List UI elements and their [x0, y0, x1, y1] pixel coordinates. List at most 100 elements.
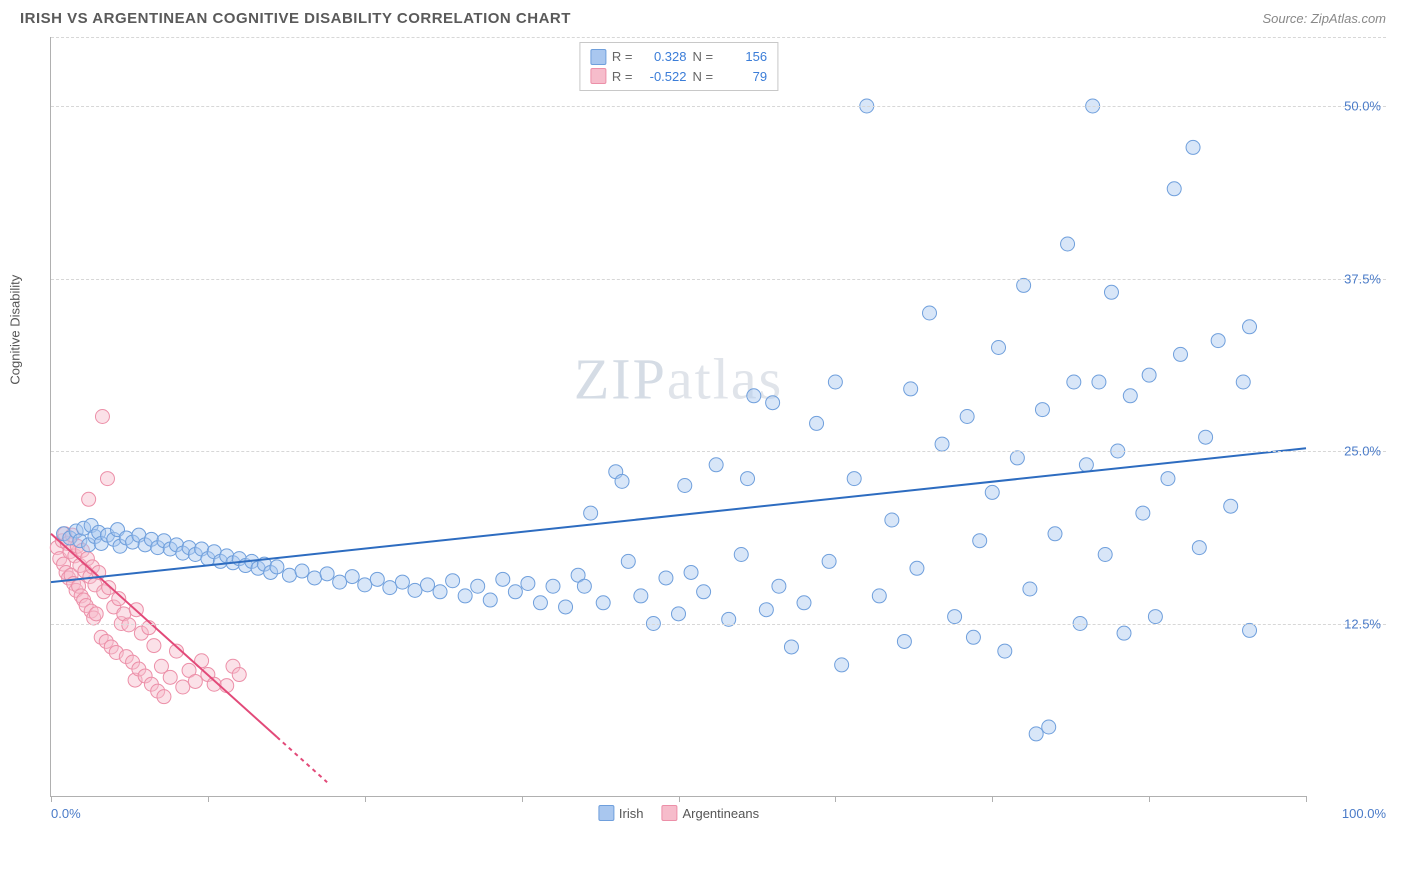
scatter-point	[634, 589, 648, 603]
scatter-point	[102, 581, 116, 595]
xtick	[365, 796, 366, 802]
scatter-point	[1192, 541, 1206, 555]
ytick-label: 50.0%	[1344, 99, 1381, 114]
scatter-point	[784, 640, 798, 654]
scatter-point	[904, 382, 918, 396]
scatter-point	[822, 554, 836, 568]
scatter-point	[1224, 499, 1238, 513]
scatter-point	[383, 581, 397, 595]
gridline-h	[51, 279, 1386, 280]
scatter-point	[659, 571, 673, 585]
scatter-point	[1010, 451, 1024, 465]
scatter-point	[966, 630, 980, 644]
chart-title: IRISH VS ARGENTINEAN COGNITIVE DISABILIT…	[20, 10, 571, 27]
scatter-point	[157, 690, 171, 704]
scatter-point	[282, 568, 296, 582]
scatter-point	[678, 479, 692, 493]
scatter-point	[496, 572, 510, 586]
scatter-point	[308, 571, 322, 585]
scatter-point	[1161, 472, 1175, 486]
scatter-point	[992, 341, 1006, 355]
scatter-plot-svg	[51, 37, 1306, 796]
scatter-point	[270, 560, 284, 574]
scatter-point	[176, 680, 190, 694]
scatter-point	[188, 674, 202, 688]
scatter-point	[872, 589, 886, 603]
xtick	[1306, 796, 1307, 802]
scatter-point	[596, 596, 610, 610]
legend-swatch-irish	[598, 805, 614, 821]
scatter-point	[973, 534, 987, 548]
legend: Irish Argentineans	[598, 805, 759, 821]
scatter-point	[1186, 140, 1200, 154]
scatter-point	[697, 585, 711, 599]
scatter-point	[1142, 368, 1156, 382]
scatter-point	[1067, 375, 1081, 389]
scatter-point	[408, 583, 422, 597]
scatter-point	[885, 513, 899, 527]
scatter-point	[1148, 610, 1162, 624]
scatter-point	[672, 607, 686, 621]
scatter-point	[471, 579, 485, 593]
scatter-point	[923, 306, 937, 320]
scatter-point	[395, 575, 409, 589]
chart-container: Cognitive Disability ZIPatlas R = 0.328 …	[20, 37, 1386, 827]
scatter-point	[1199, 430, 1213, 444]
scatter-point	[458, 589, 472, 603]
xtick	[51, 796, 52, 802]
scatter-point	[100, 472, 114, 486]
gridline-h	[51, 37, 1386, 38]
source-label: Source: ZipAtlas.com	[1262, 11, 1386, 26]
legend-swatch-arg	[661, 805, 677, 821]
scatter-point	[1029, 727, 1043, 741]
scatter-point	[759, 603, 773, 617]
scatter-point	[985, 485, 999, 499]
scatter-point	[741, 472, 755, 486]
scatter-point	[1035, 403, 1049, 417]
scatter-point	[810, 416, 824, 430]
ytick-label: 37.5%	[1344, 271, 1381, 286]
gridline-h	[51, 106, 1386, 107]
scatter-point	[835, 658, 849, 672]
scatter-point	[772, 579, 786, 593]
scatter-point	[828, 375, 842, 389]
scatter-point	[948, 610, 962, 624]
scatter-point	[163, 670, 177, 684]
scatter-point	[709, 458, 723, 472]
xtick	[1149, 796, 1150, 802]
plot-area: ZIPatlas R = 0.328 N = 156 R = -0.522 N …	[50, 37, 1306, 797]
scatter-point	[797, 596, 811, 610]
xtick	[208, 796, 209, 802]
scatter-point	[1048, 527, 1062, 541]
scatter-point	[232, 668, 246, 682]
trendline-dashed	[277, 737, 327, 782]
scatter-point	[1079, 458, 1093, 472]
scatter-point	[122, 618, 136, 632]
scatter-point	[483, 593, 497, 607]
legend-item-irish: Irish	[598, 805, 644, 821]
scatter-point	[1104, 285, 1118, 299]
scatter-point	[615, 474, 629, 488]
scatter-point	[584, 506, 598, 520]
scatter-point	[1023, 582, 1037, 596]
scatter-point	[345, 570, 359, 584]
scatter-point	[1243, 320, 1257, 334]
scatter-point	[1211, 334, 1225, 348]
gridline-h	[51, 451, 1386, 452]
scatter-point	[1136, 506, 1150, 520]
xtick	[522, 796, 523, 802]
xtick	[992, 796, 993, 802]
scatter-point	[559, 600, 573, 614]
scatter-point	[1123, 389, 1137, 403]
scatter-point	[1098, 548, 1112, 562]
x-axis-label-left: 0.0%	[51, 806, 81, 821]
scatter-point	[533, 596, 547, 610]
scatter-point	[1174, 347, 1188, 361]
ytick-label: 12.5%	[1344, 616, 1381, 631]
scatter-point	[89, 607, 103, 621]
x-axis-label-right: 100.0%	[1342, 806, 1386, 821]
scatter-point	[95, 410, 109, 424]
scatter-point	[370, 572, 384, 586]
scatter-point	[621, 554, 635, 568]
scatter-point	[960, 410, 974, 424]
